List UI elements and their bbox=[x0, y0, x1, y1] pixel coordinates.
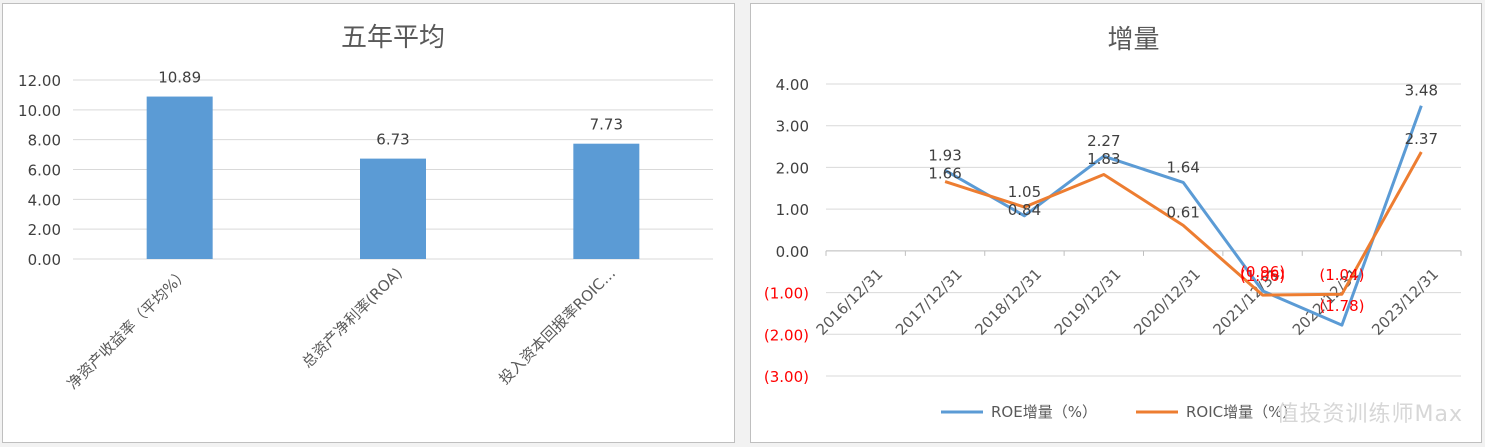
legend-label: ROIC增量（%） bbox=[1186, 403, 1297, 421]
y-tick-label: 0.00 bbox=[28, 251, 61, 269]
legend-label: ROE增量（%） bbox=[991, 403, 1097, 421]
x-tick-label: 2019/12/31 bbox=[1051, 265, 1125, 339]
data-label: 1.93 bbox=[928, 146, 961, 164]
y-tick-label: 1.00 bbox=[776, 201, 809, 219]
y-tick-label: 3.00 bbox=[776, 118, 809, 136]
watermark: 值投资训练师Max bbox=[1276, 402, 1463, 427]
y-tick-label: 2.00 bbox=[776, 159, 809, 177]
data-label: (1.06) bbox=[1240, 267, 1285, 285]
line-chart: 增量 (3.00) (2.00) (1.00) 0.00 1.00 2.00 3.00 4.00… bbox=[764, 25, 1462, 421]
x-tick-label: 投入资本回报率ROIC… bbox=[495, 264, 619, 388]
bar-chart-panel: 五年平均 0.00 2.00 4.00 6.00 8.00 10.00 12.00 10.89 净… bbox=[2, 3, 735, 443]
data-label: (1.04) bbox=[1319, 266, 1364, 284]
y-tick-label: (1.00) bbox=[764, 285, 809, 303]
data-label: 1.05 bbox=[1008, 183, 1041, 201]
data-label: 0.61 bbox=[1166, 203, 1199, 221]
x-tick-label: 2018/12/31 bbox=[971, 265, 1045, 339]
data-label: 0.84 bbox=[1008, 201, 1041, 219]
y-tick-label: 2.00 bbox=[28, 221, 61, 239]
bar-value-label: 7.73 bbox=[590, 116, 623, 134]
data-label: (1.78) bbox=[1319, 297, 1364, 315]
x-tick-label: 2020/12/31 bbox=[1130, 265, 1204, 339]
data-label: 2.37 bbox=[1405, 130, 1438, 148]
line-chart-panel: 增量 (3.00) (2.00) (1.00) 0.00 1.00 2.00 3.00 4.00… bbox=[750, 3, 1482, 443]
y-tick-label: 6.00 bbox=[28, 162, 61, 180]
y-tick-label: 0.00 bbox=[776, 243, 809, 261]
bar-value-label: 10.89 bbox=[158, 69, 201, 87]
data-label: (0.96) bbox=[1240, 263, 1285, 281]
y-tick-label: 10.00 bbox=[18, 102, 61, 120]
y-tick-label: 4.00 bbox=[776, 76, 809, 94]
y-tick-label: 4.00 bbox=[28, 191, 61, 209]
x-tick-label: 净资产收益率（平均%） bbox=[64, 264, 193, 393]
bar-value-label: 6.73 bbox=[376, 131, 409, 149]
x-tick-label: 2016/12/31 bbox=[813, 265, 887, 339]
series-line bbox=[944, 105, 1423, 327]
y-tick-label: 12.00 bbox=[18, 72, 61, 90]
chart-title: 增量 bbox=[1107, 25, 1159, 55]
bar bbox=[360, 158, 426, 259]
bar bbox=[573, 143, 640, 259]
y-tick-label: 8.00 bbox=[28, 132, 61, 150]
x-tick-label: 总资产净利率(ROA) bbox=[298, 264, 405, 371]
series-line bbox=[944, 151, 1423, 297]
data-label: 3.48 bbox=[1405, 82, 1438, 100]
x-tick-label: 2017/12/31 bbox=[892, 265, 966, 339]
y-tick-label: (2.00) bbox=[764, 326, 809, 344]
data-label: 1.83 bbox=[1087, 150, 1120, 168]
bar bbox=[146, 96, 213, 260]
data-label: 1.64 bbox=[1166, 158, 1199, 176]
y-tick-label: (3.00) bbox=[764, 368, 809, 386]
data-label: 2.27 bbox=[1087, 132, 1120, 150]
bar-chart: 五年平均 0.00 2.00 4.00 6.00 8.00 10.00 12.00 10.89 净… bbox=[18, 23, 713, 393]
chart-title: 五年平均 bbox=[341, 23, 445, 53]
x-tick-label: 2023/12/31 bbox=[1368, 265, 1442, 339]
data-label: 1.66 bbox=[928, 164, 961, 182]
